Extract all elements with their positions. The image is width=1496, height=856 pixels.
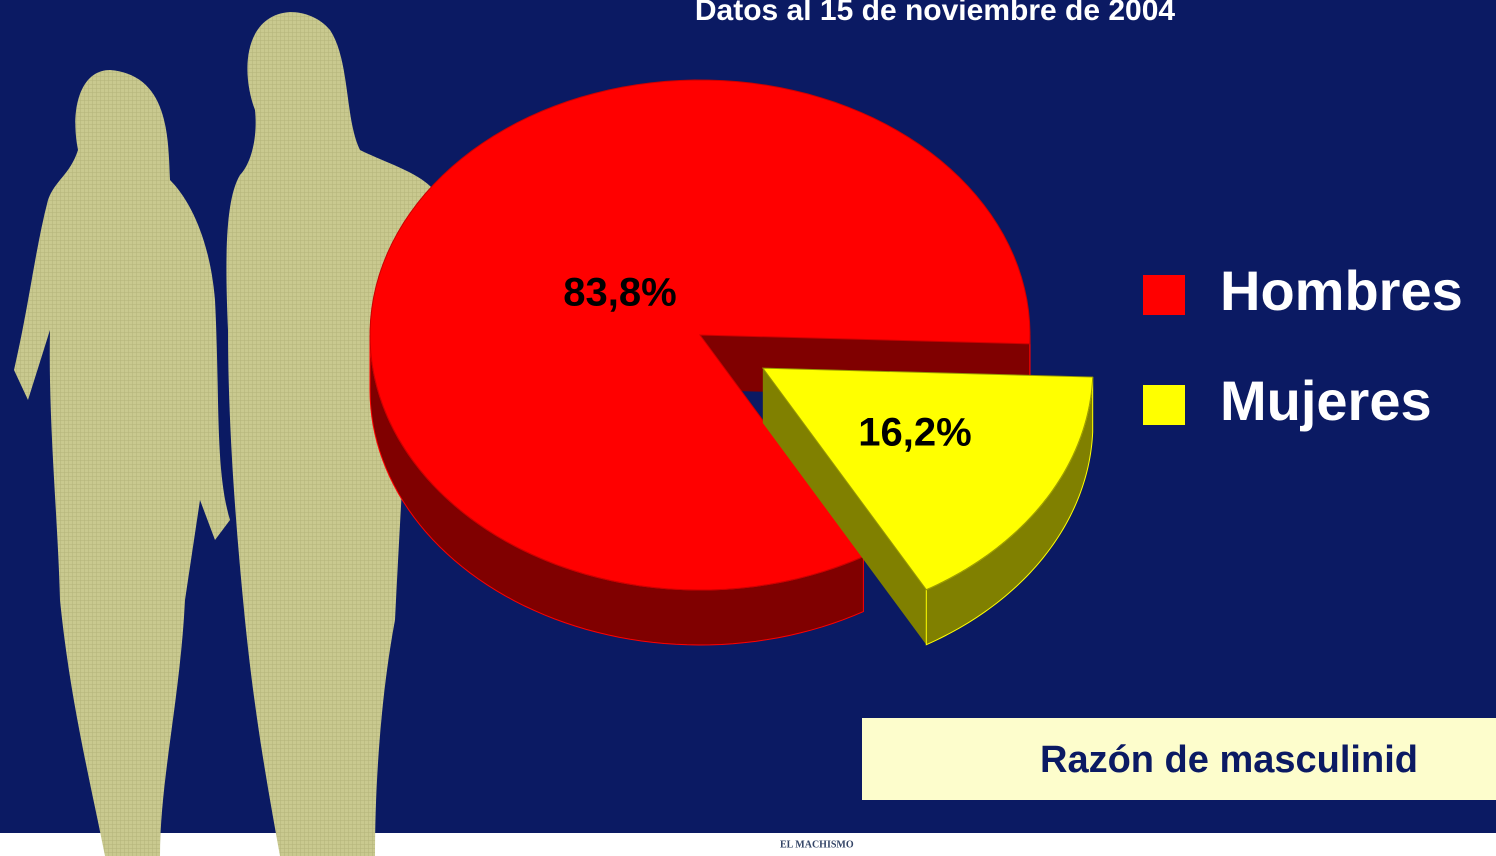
note-box — [862, 718, 1496, 800]
pie: 83,8% 16,2% — [369, 79, 1094, 646]
silhouette-woman — [14, 70, 230, 856]
legend-swatch — [1143, 275, 1185, 315]
legend-label: Hombres — [1220, 259, 1463, 322]
footer-strip — [0, 833, 1496, 856]
data-label: 83,8% — [563, 271, 676, 315]
legend: Hombres Mujeres — [1143, 259, 1463, 432]
slice-top — [761, 367, 1094, 591]
data-label: 16,2% — [858, 411, 971, 455]
legend-swatch — [1143, 385, 1185, 425]
chart-title: Datos al 15 de noviembre de 2004 — [695, 0, 1176, 27]
slice-wall — [762, 368, 927, 645]
slice — [761, 367, 1094, 646]
footer-text: EL MACHISMO — [780, 839, 854, 850]
slice-top — [369, 79, 1031, 591]
legend-label: Mujeres — [1220, 369, 1432, 432]
note-text: Razón de masculinid — [1040, 739, 1418, 781]
silhouette-man — [226, 12, 440, 856]
